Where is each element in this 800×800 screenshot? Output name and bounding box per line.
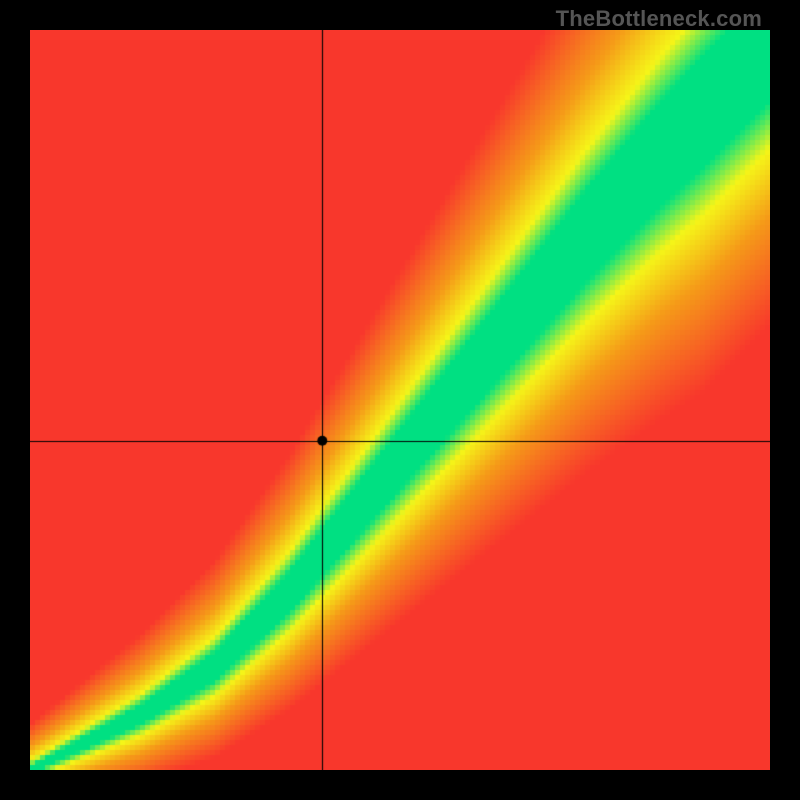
- chart-container: TheBottleneck.com: [0, 0, 800, 800]
- watermark-text: TheBottleneck.com: [556, 6, 762, 32]
- crosshair-overlay: [30, 30, 770, 770]
